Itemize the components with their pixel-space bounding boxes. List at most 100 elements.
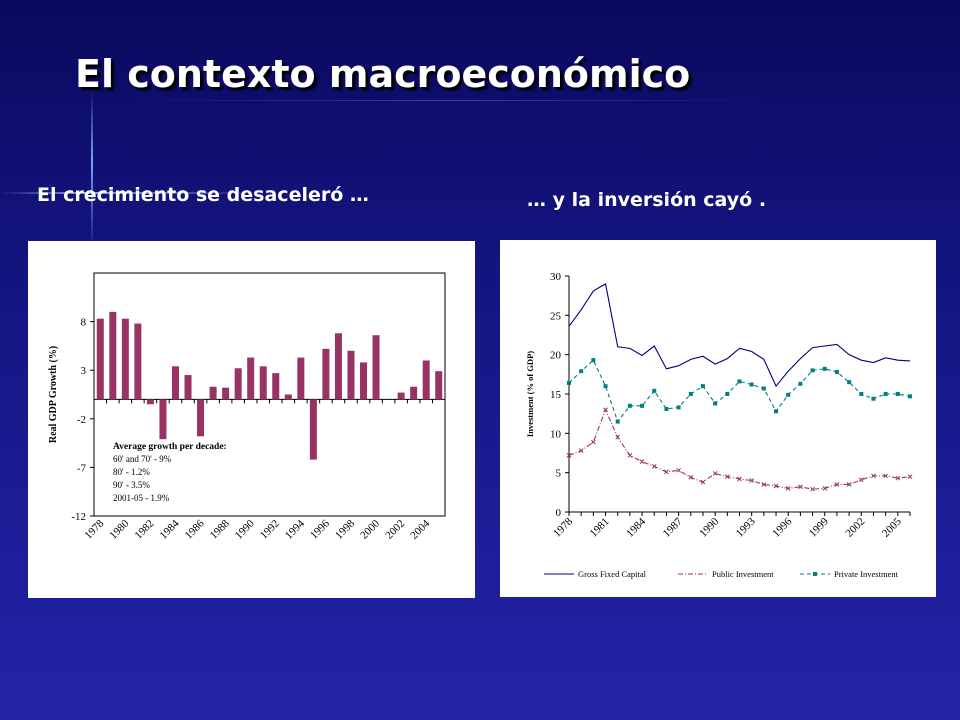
- bar-1989: [234, 368, 242, 400]
- x-tick-label: 2002: [383, 518, 407, 542]
- series-point-2: [847, 380, 852, 385]
- bar-1993: [284, 394, 292, 400]
- background-flare-line: [130, 100, 770, 101]
- bar-1986: [197, 399, 205, 437]
- annotation-line: 2001-05 - 1.9%: [113, 493, 170, 503]
- series-point-2: [810, 368, 815, 373]
- series-point-1: [566, 453, 572, 458]
- series-point-1: [712, 471, 718, 476]
- bar-1992: [272, 373, 280, 400]
- bar-1984: [171, 366, 179, 400]
- series-point-2: [688, 392, 693, 396]
- series-point-2: [567, 380, 571, 385]
- bar-1994: [297, 357, 305, 400]
- series-point-1: [773, 483, 779, 489]
- bar-1980: [121, 318, 129, 400]
- bar-1991: [259, 366, 267, 400]
- series-point-2: [615, 419, 620, 424]
- x-tick-label: 1994: [283, 517, 307, 541]
- series-point-1: [724, 474, 730, 479]
- x-tick-label: 1987: [661, 515, 685, 539]
- y-axis-label: Investment (% of GDP): [525, 351, 535, 437]
- series-point-1: [883, 473, 888, 479]
- y-axis-label: Real GDP Growth (%): [48, 346, 59, 443]
- bar-1996: [322, 348, 330, 400]
- series-point-1: [639, 459, 645, 465]
- y-tick-label: -2: [77, 414, 86, 426]
- y-tick-label: 30: [550, 271, 562, 283]
- bar-1981: [134, 323, 142, 400]
- series-point-2: [676, 405, 681, 410]
- bar-1979: [109, 311, 117, 400]
- y-tick-label: 15: [550, 389, 562, 401]
- series-point-2: [725, 392, 730, 396]
- series-point-1: [627, 453, 633, 458]
- series-point-2: [749, 382, 754, 387]
- annotation-line: 90' - 3.5%: [113, 480, 150, 490]
- series-point-2: [859, 392, 864, 396]
- series-point-2: [640, 403, 645, 408]
- series-point-1: [651, 464, 657, 469]
- bar-1988: [222, 387, 230, 400]
- y-tick-label: -12: [71, 511, 86, 523]
- x-tick-label: 1982: [132, 518, 156, 542]
- x-tick-label: 1988: [208, 517, 232, 541]
- bar-1987: [209, 386, 217, 400]
- series-point-1: [591, 439, 596, 445]
- series-point-2: [908, 394, 912, 399]
- legend-marker-2: [813, 572, 817, 576]
- series-point-2: [603, 384, 608, 389]
- x-tick-label: 1984: [158, 517, 182, 541]
- x-tick-label: 1998: [333, 517, 357, 541]
- series-point-2: [664, 406, 669, 411]
- x-tick-label: 1992: [258, 518, 282, 542]
- x-tick-label: 1990: [697, 515, 721, 539]
- series-point-2: [737, 379, 742, 384]
- bar-2005: [435, 371, 443, 400]
- x-tick-label: 2002: [843, 516, 867, 540]
- x-tick-label: 2005: [880, 515, 904, 539]
- bar-1990: [247, 357, 255, 400]
- bar-2000: [372, 335, 380, 400]
- y-tick-label: -7: [77, 462, 87, 474]
- x-tick-label: 1978: [82, 517, 106, 541]
- series-point-1: [871, 473, 876, 479]
- subtitle-growth: El crecimiento se desaceleró …: [37, 184, 369, 206]
- series-line-2: [568, 359, 911, 423]
- x-tick-label: 1980: [107, 517, 131, 541]
- bar-2002: [397, 392, 405, 400]
- x-tick-label: 1984: [624, 515, 648, 539]
- series-point-1: [846, 482, 852, 487]
- legend-label-2: Private Investment: [834, 569, 899, 579]
- x-tick-label: 1990: [233, 517, 257, 541]
- series-point-1: [785, 486, 791, 491]
- series-point-1: [822, 486, 828, 491]
- plot-area: [93, 272, 446, 517]
- x-tick-label: 1996: [308, 517, 332, 541]
- gdp-growth-chart-panel: -12 -7 -2 3 8 1978 1980 1982 1984 1986 1988 1990 199…: [28, 241, 475, 598]
- bar-1997: [334, 333, 342, 400]
- x-tick-label: 2004: [408, 517, 432, 541]
- y-tick-label: 3: [81, 365, 87, 377]
- series-point-1: [700, 479, 706, 485]
- legend-label-0: Gross Fixed Capital: [578, 569, 647, 579]
- series-point-2: [834, 369, 839, 374]
- x-tick-label: 1981: [588, 516, 612, 540]
- bar-2003: [410, 386, 418, 400]
- bar-1978: [96, 318, 104, 400]
- legend-label-1: Public Investment: [712, 569, 774, 579]
- series-point-1: [737, 476, 742, 482]
- bar-1985: [184, 375, 192, 400]
- series-point-1: [688, 475, 694, 480]
- series-point-2: [713, 401, 718, 406]
- slide-title: El contexto macroeconómico: [75, 52, 691, 96]
- bar-1982: [146, 399, 154, 405]
- bar-1983: [159, 399, 167, 440]
- series-point-1: [798, 484, 803, 490]
- bar-1995: [309, 399, 317, 460]
- x-tick-label: 1993: [734, 515, 758, 539]
- annotation-line: 80' - 1.2%: [113, 467, 150, 477]
- series-point-2: [871, 396, 876, 401]
- series-point-1: [676, 467, 681, 473]
